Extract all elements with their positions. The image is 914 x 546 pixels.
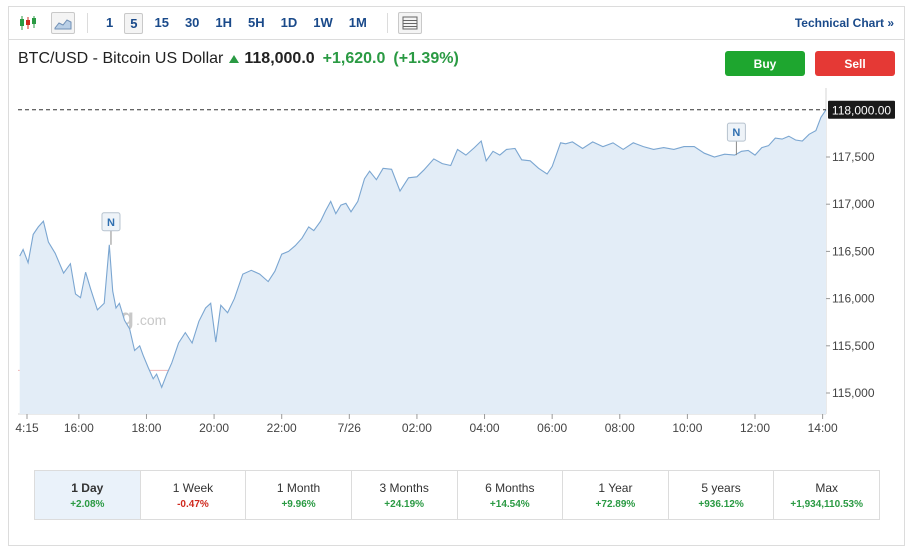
timeframe-group: 1 5 15 30 1H 5H 1D 1W 1M bbox=[98, 12, 375, 34]
timeframe-1w[interactable]: 1W bbox=[313, 14, 333, 30]
period-label: 1 Year bbox=[598, 480, 633, 495]
performance-periods: 1 Day +2.08% 1 Week -0.47% 1 Month +9.96% 3 Mo… bbox=[34, 470, 880, 520]
toolbar-separator bbox=[386, 13, 388, 33]
period-change: +9.96% bbox=[281, 498, 316, 510]
timeframe-30[interactable]: 30 bbox=[184, 14, 200, 30]
timeframe-15[interactable]: 15 bbox=[154, 14, 169, 30]
y-tick-label: 115,000 bbox=[832, 386, 875, 400]
news-marker-box bbox=[101, 212, 121, 232]
area-chart-icon[interactable] bbox=[51, 12, 75, 34]
chart-toolbar: 1 5 15 30 1H 5H 1D 1W 1M Technical Chart » bbox=[9, 7, 904, 40]
instrument-name: BTC/USD - Bitcoin US Dollar bbox=[18, 50, 224, 67]
x-tick-label: 10:00 bbox=[672, 421, 702, 435]
period-label: 6 Months bbox=[485, 480, 535, 495]
x-tick-label: 16:00 bbox=[64, 421, 94, 435]
period-change: +1,934,110.53% bbox=[790, 498, 863, 510]
period-label: 3 Months bbox=[379, 480, 429, 495]
price-change-percent: (+1.39%) bbox=[393, 50, 459, 67]
period-tab[interactable]: 6 Months +14.54% bbox=[458, 471, 564, 519]
period-tab[interactable]: 5 years +936.12% bbox=[669, 471, 775, 519]
period-change: +14.54% bbox=[489, 498, 530, 510]
y-tick-label: 117,500 bbox=[832, 150, 875, 164]
instrument-header: BTC/USD - Bitcoin US Dollar 118,000.0 +1… bbox=[18, 50, 467, 68]
x-tick-label: 08:00 bbox=[605, 421, 635, 435]
timeframe-1[interactable]: 1 bbox=[106, 14, 114, 30]
x-tick-label: 14:00 bbox=[808, 421, 838, 435]
period-tab[interactable]: 1 Year +72.89% bbox=[563, 471, 669, 519]
technical-chart-link[interactable]: Technical Chart » bbox=[794, 16, 894, 30]
candlestick-icon[interactable] bbox=[17, 13, 39, 33]
y-tick-label: 116,000 bbox=[832, 292, 875, 306]
period-label: 1 Day bbox=[71, 480, 104, 495]
y-tick-label: 115,500 bbox=[832, 339, 875, 353]
period-tab[interactable]: 1 Week -0.47% bbox=[141, 471, 247, 519]
price-change: +1,620.0 bbox=[322, 50, 386, 67]
timeframe-1d[interactable]: 1D bbox=[280, 14, 298, 30]
period-tab[interactable]: 1 Month +9.96% bbox=[246, 471, 352, 519]
period-change: +936.12% bbox=[698, 498, 744, 510]
last-price: 118,000.0 bbox=[244, 50, 315, 67]
period-change: +2.08% bbox=[70, 498, 105, 510]
y-tick-label: 116,500 bbox=[832, 244, 875, 258]
period-tab[interactable]: 1 Day +2.08% bbox=[35, 471, 141, 519]
period-tab[interactable]: 3 Months +24.19% bbox=[352, 471, 458, 519]
x-tick-label: 7/26 bbox=[338, 421, 362, 435]
timeframe-1m[interactable]: 1M bbox=[348, 14, 367, 30]
period-tab[interactable]: Max +1,934,110.53% bbox=[774, 471, 879, 519]
period-label: 1 Week bbox=[172, 480, 214, 495]
x-tick-label: 22:00 bbox=[267, 421, 297, 435]
sell-button[interactable]: Sell bbox=[815, 51, 895, 76]
period-label: Max bbox=[815, 480, 839, 495]
period-change: -0.47% bbox=[177, 498, 209, 510]
watermark-suffix: .com bbox=[136, 312, 166, 328]
price-chart[interactable]: Investing.com117,500117,000116,500116,00… bbox=[0, 88, 914, 438]
table-icon[interactable] bbox=[397, 12, 422, 34]
current-price-box bbox=[828, 100, 895, 119]
x-tick-label: 18:00 bbox=[131, 421, 161, 435]
price-area bbox=[19, 109, 826, 415]
news-marker-box bbox=[726, 122, 746, 142]
price-line bbox=[19, 109, 827, 389]
arrow-up-icon bbox=[229, 55, 240, 63]
timeframe-5h[interactable]: 5H bbox=[248, 14, 265, 30]
timeframe-5[interactable]: 5 bbox=[124, 12, 144, 34]
x-tick-label: 06:00 bbox=[537, 421, 567, 435]
toolbar-separator bbox=[87, 13, 88, 33]
period-change: +72.89% bbox=[595, 498, 636, 510]
x-tick-label: 12:00 bbox=[740, 421, 770, 435]
period-label: 5 years bbox=[701, 480, 741, 495]
x-tick-label: 4:15 bbox=[15, 421, 39, 435]
current-price-label: 118,000.00 bbox=[832, 103, 891, 117]
x-tick-label: 20:00 bbox=[199, 421, 229, 435]
y-tick-label: 117,000 bbox=[832, 197, 875, 211]
period-change: +24.19% bbox=[384, 498, 425, 510]
x-tick-label: 04:00 bbox=[470, 421, 500, 435]
timeframe-1h[interactable]: 1H bbox=[215, 14, 233, 30]
buy-button[interactable]: Buy bbox=[725, 51, 805, 76]
x-tick-label: 02:00 bbox=[402, 421, 432, 435]
news-marker-label: N bbox=[107, 217, 115, 229]
period-label: 1 Month bbox=[276, 480, 321, 495]
news-marker-label: N bbox=[732, 127, 740, 139]
